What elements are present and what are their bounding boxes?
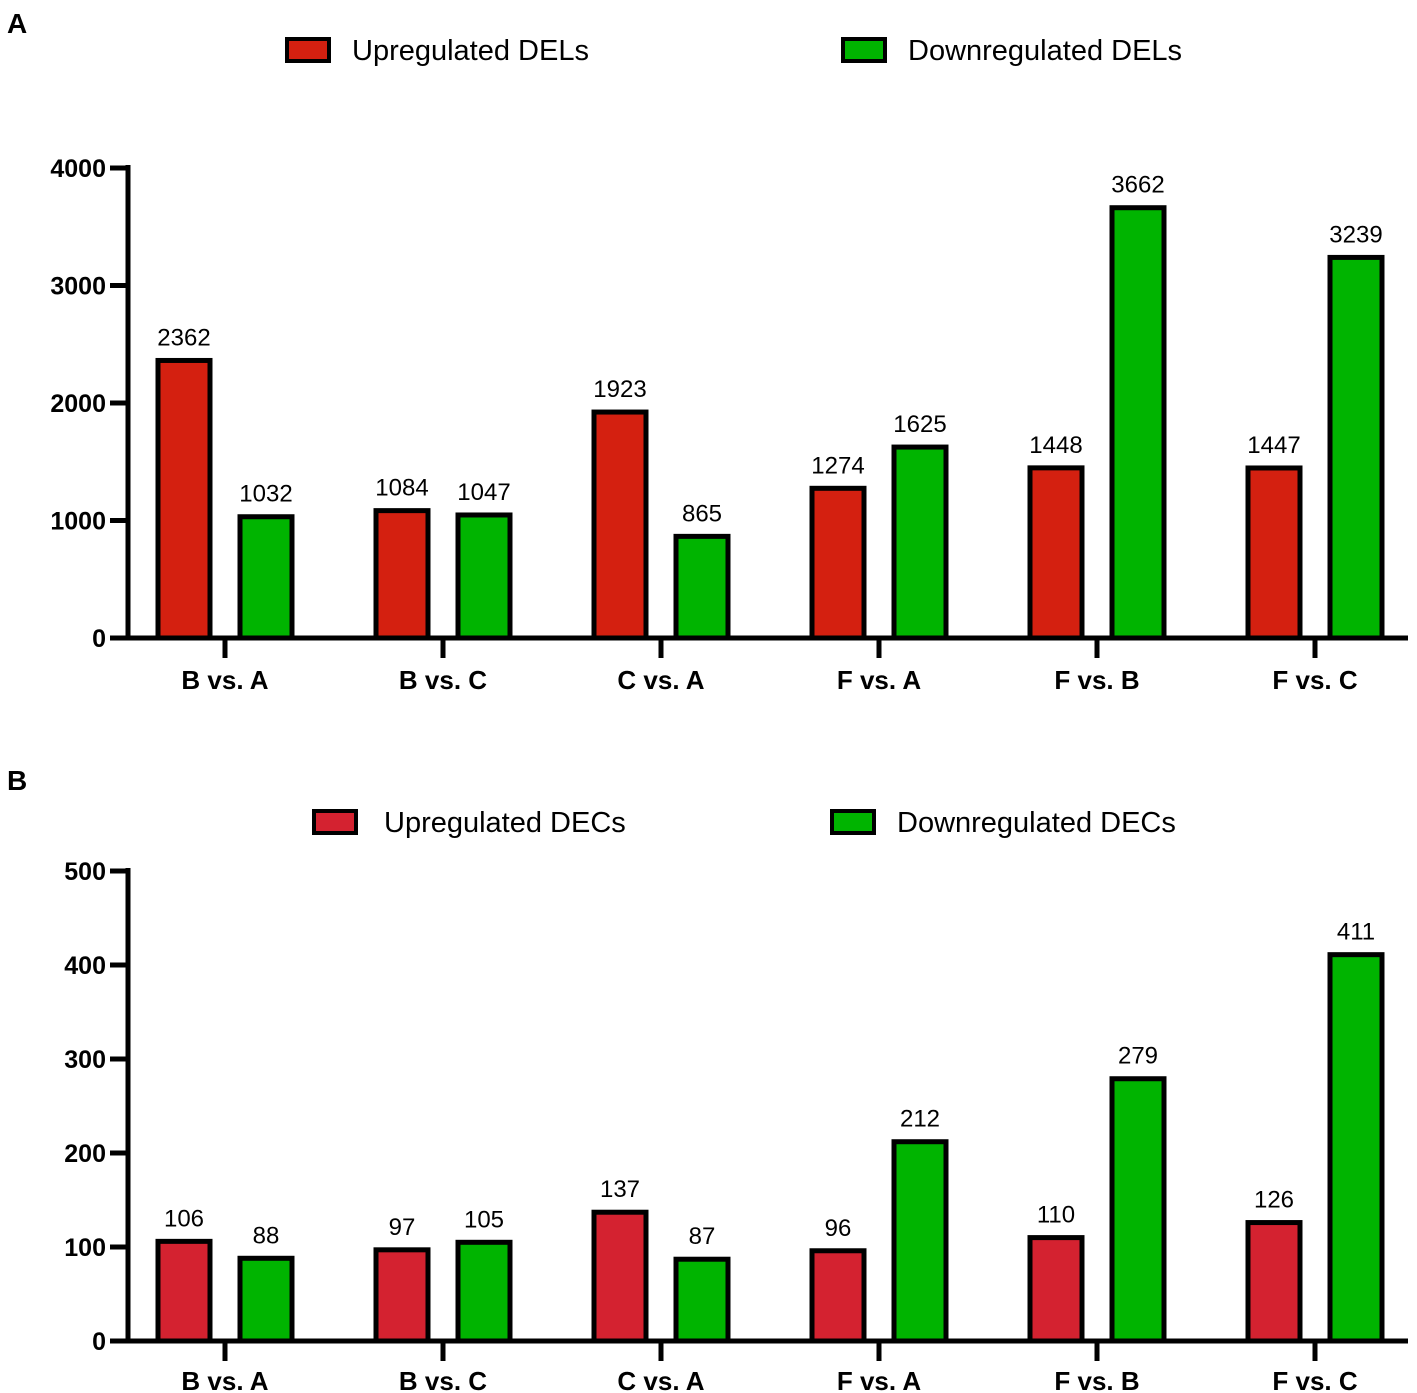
bar-up-3 [809,485,867,641]
legend-label-down: Downregulated DELs [908,35,1182,67]
bar-down-1 [455,512,513,641]
bar-down-0 [237,1255,295,1344]
x-tick-label-5: F vs. C [1272,1366,1357,1393]
legend-label-up: Upregulated DELs [352,35,589,67]
data-label-down-1: 105 [464,1206,504,1233]
data-label-down-0: 88 [253,1222,280,1249]
y-tick-label-1: 100 [64,1234,106,1262]
x-tick-label-1: B vs. C [399,1366,487,1393]
x-tick-label-0: B vs. A [181,665,268,695]
bar-down-0 [237,514,295,641]
y-tick-label-0: 0 [92,1328,106,1356]
data-label-up-4: 110 [1037,1202,1075,1229]
data-label-down-5: 3239 [1329,221,1382,248]
data-label-up-2: 137 [600,1176,640,1203]
data-label-up-3: 96 [825,1215,852,1242]
bar-down-3 [891,1139,949,1344]
bar-up-1 [373,508,431,641]
bar-up-2 [591,409,649,641]
data-label-down-1: 1047 [457,479,510,506]
bar-down-4 [1109,205,1167,641]
y-tick-label-4: 400 [64,952,106,980]
bar-up-5 [1245,1220,1303,1344]
data-label-up-5: 1447 [1247,432,1300,459]
x-tick-label-4: F vs. B [1054,1366,1139,1393]
y-tick-label-1: 1000 [50,508,106,536]
bar-down-5 [1327,254,1385,641]
data-label-down-5: 411 [1337,919,1375,946]
legend-swatch-up [285,37,331,63]
x-tick-label-3: F vs. A [837,1366,922,1393]
bar-down-4 [1109,1076,1167,1344]
bar-up-3 [809,1248,867,1344]
bar-up-2 [591,1209,649,1344]
legend-label-down: Downregulated DECs [897,807,1176,839]
y-tick-label-2: 200 [64,1140,106,1168]
y-tick-label-0: 0 [92,625,106,653]
data-label-up-1: 1084 [375,475,428,502]
x-tick-label-0: B vs. A [181,1366,268,1393]
y-tick-label-3: 300 [64,1046,106,1074]
bar-up-5 [1245,465,1303,641]
x-tick-label-2: C vs. A [617,665,704,695]
y-tick-label-3: 3000 [50,273,106,301]
bar-up-1 [373,1247,431,1344]
bar-down-2 [673,1256,731,1344]
x-tick-label-1: B vs. C [399,665,487,695]
x-tick-label-5: F vs. C [1272,665,1357,695]
x-tick-label-2: C vs. A [617,1366,704,1393]
data-label-up-1: 97 [389,1214,416,1241]
data-label-up-2: 1923 [593,376,646,403]
bar-up-4 [1027,1235,1085,1344]
legend-swatch-down [841,37,887,63]
legend-swatch-down [830,809,876,835]
bar-down-1 [455,1239,513,1344]
bar-up-4 [1027,465,1085,641]
x-tick-label-3: F vs. A [837,665,922,695]
data-label-down-3: 212 [900,1106,940,1133]
panel-label-a: A [7,8,27,39]
data-label-up-5: 126 [1254,1187,1294,1214]
bar-down-5 [1327,952,1385,1344]
bar-up-0 [155,357,213,641]
bar-down-3 [891,444,949,641]
data-label-up-3: 1274 [811,452,864,479]
data-label-up-0: 106 [164,1205,204,1232]
data-label-down-3: 1625 [893,411,946,438]
data-label-down-0: 1032 [239,481,292,508]
data-label-down-4: 279 [1118,1043,1158,1070]
bar-up-0 [155,1238,213,1344]
data-label-down-4: 3662 [1111,172,1164,199]
y-tick-label-5: 500 [64,858,106,886]
data-label-up-0: 2362 [157,324,210,351]
legend-label-up: Upregulated DECs [384,807,626,839]
data-label-down-2: 865 [682,500,722,527]
x-tick-label-4: F vs. B [1054,665,1139,695]
data-label-down-2: 87 [689,1223,716,1250]
data-label-up-4: 1448 [1029,432,1082,459]
bar-down-2 [673,533,731,641]
y-tick-label-2: 2000 [50,390,106,418]
panel-label-b: B [7,765,27,796]
y-tick-label-4: 4000 [50,155,106,183]
legend-swatch-up [312,809,358,835]
